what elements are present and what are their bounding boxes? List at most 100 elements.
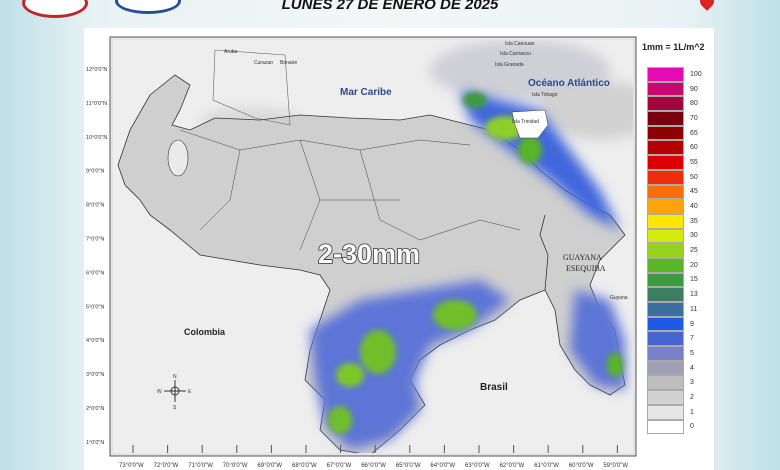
legend-item: 65	[647, 125, 702, 141]
legend-item: 70	[647, 111, 702, 126]
legend-value: 15	[690, 276, 698, 284]
compass-e: E	[188, 389, 192, 395]
compass-n: N	[173, 374, 177, 380]
legend-value: 35	[690, 217, 698, 225]
lon-label: 73°0'0"W	[119, 463, 144, 469]
legend-value: 60	[690, 144, 698, 152]
label-mar-caribe: Mar Caribe	[340, 87, 392, 98]
legend-value: 9	[690, 320, 694, 328]
legend-value: 100	[690, 70, 702, 78]
lon-label: 68°0'0"W	[292, 463, 317, 469]
lon-label: 69°0'0"W	[257, 463, 282, 469]
legend-item: 9	[647, 316, 702, 332]
legend-swatch	[647, 125, 684, 141]
page-title: LUNES 27 DE ENERO DE 2025	[281, 0, 499, 13]
legend-value: 7	[690, 335, 694, 343]
legend-value: 1	[690, 408, 694, 416]
legend-value: 20	[690, 261, 698, 269]
legend-value: 65	[690, 129, 698, 137]
lat-label: 2°0'0"N	[86, 406, 104, 412]
legend-item: 80	[647, 96, 702, 112]
lon-label: 66°0'0"W	[361, 463, 386, 469]
legend-item: 0	[647, 419, 702, 435]
legend-swatch	[647, 155, 684, 170]
lon-label: 65°0'0"W	[396, 463, 421, 469]
compass-s: S	[173, 405, 177, 411]
legend-value: 70	[690, 114, 698, 122]
label-esequiba: ESEQUIBA	[566, 264, 606, 273]
legend-item: 11	[647, 302, 702, 317]
legend-swatch	[647, 199, 684, 214]
label-brasil: Brasil	[480, 382, 508, 393]
lon-axis-labels: 73°0'0"W 72°0'0"W 71°0'0"W 70°0'0"W 69°0'0"W…	[119, 445, 628, 469]
lat-label: 11°0'0"N	[86, 101, 107, 107]
legend-item: 60	[647, 140, 702, 156]
legend-swatch	[647, 331, 684, 347]
label-guyana: Guyana	[610, 295, 628, 301]
lon-label: 61°0'0"W	[534, 463, 559, 469]
legend-value: 90	[690, 85, 698, 93]
legend-item: 100	[647, 67, 702, 82]
legend-item: 1	[647, 404, 702, 420]
legend-swatch	[647, 390, 684, 405]
label-aruba: Aruba	[224, 49, 238, 55]
label-tobago: Isla Tobago	[532, 92, 558, 98]
legend-item: 2	[647, 390, 702, 405]
lat-label: 5°0'0"N	[86, 304, 104, 310]
trinidad-island	[511, 109, 549, 139]
lake-maracaibo	[167, 139, 189, 177]
legend-swatch	[647, 228, 684, 244]
legend-swatch	[647, 257, 684, 273]
legend-item: 7	[647, 331, 702, 347]
legend-value: 5	[690, 349, 694, 357]
legend-value: 13	[690, 291, 698, 299]
legend-item: 15	[647, 272, 702, 288]
lat-label: 8°0'0"N	[86, 203, 104, 209]
lat-label: 9°0'0"N	[86, 169, 104, 175]
lat-label: 4°0'0"N	[86, 338, 104, 344]
legend-swatch	[647, 169, 684, 185]
legend-value: 80	[690, 100, 698, 108]
lat-label: 12°0'0"N	[86, 67, 107, 73]
legend-item: 55	[647, 155, 702, 170]
legend-item: 30	[647, 228, 702, 244]
esequibo-claim-line	[539, 214, 549, 291]
legend-swatch	[647, 243, 684, 258]
lat-label: 1°0'0"N	[86, 440, 104, 446]
precipitation-legend: 100 90 80 70 65 60 55 50 45 40 35 30 25 20 15 13 11 9 7 5 4 3…	[647, 67, 702, 435]
legend-item: 50	[647, 169, 702, 185]
label-colombia: Colombia	[184, 327, 226, 337]
label-bonaire: Bonaire	[280, 60, 297, 66]
lon-label: 64°0'0"W	[430, 463, 455, 469]
legend-item: 90	[647, 81, 702, 97]
label-trinidad: Isla Trinidad	[512, 119, 539, 125]
lon-label: 72°0'0"W	[154, 463, 179, 469]
label-carriacou: Isla Carriacou	[500, 51, 531, 57]
rain-cores	[328, 92, 623, 434]
legend-swatch	[647, 287, 684, 302]
state-borders	[179, 129, 521, 251]
lon-label: 67°0'0"W	[327, 463, 352, 469]
legend-value: 50	[690, 173, 698, 181]
lon-label: 60°0'0"W	[569, 463, 594, 469]
legend-swatch	[647, 302, 684, 317]
compass-rose: N S E W	[157, 374, 192, 411]
label-canouan: Isla Canouan	[505, 41, 535, 47]
legend-item: 40	[647, 199, 702, 214]
lat-label: 6°0'0"N	[86, 270, 104, 276]
legend-item: 4	[647, 360, 702, 376]
legend-swatch	[647, 272, 684, 288]
legend-item: 3	[647, 375, 702, 391]
legend-value: 40	[690, 203, 698, 211]
legend-value: 25	[690, 247, 698, 255]
legend-swatch	[647, 81, 684, 97]
legend-value: 2	[690, 393, 694, 401]
precipitation-range-label: 2-30mm	[318, 239, 420, 269]
legend-item: 45	[647, 184, 702, 200]
lon-label: 59°0'0"W	[603, 463, 628, 469]
maritime-boundary	[212, 49, 291, 126]
legend-value: 45	[690, 188, 698, 196]
legend-swatch	[647, 213, 684, 229]
legend-swatch	[647, 184, 684, 200]
